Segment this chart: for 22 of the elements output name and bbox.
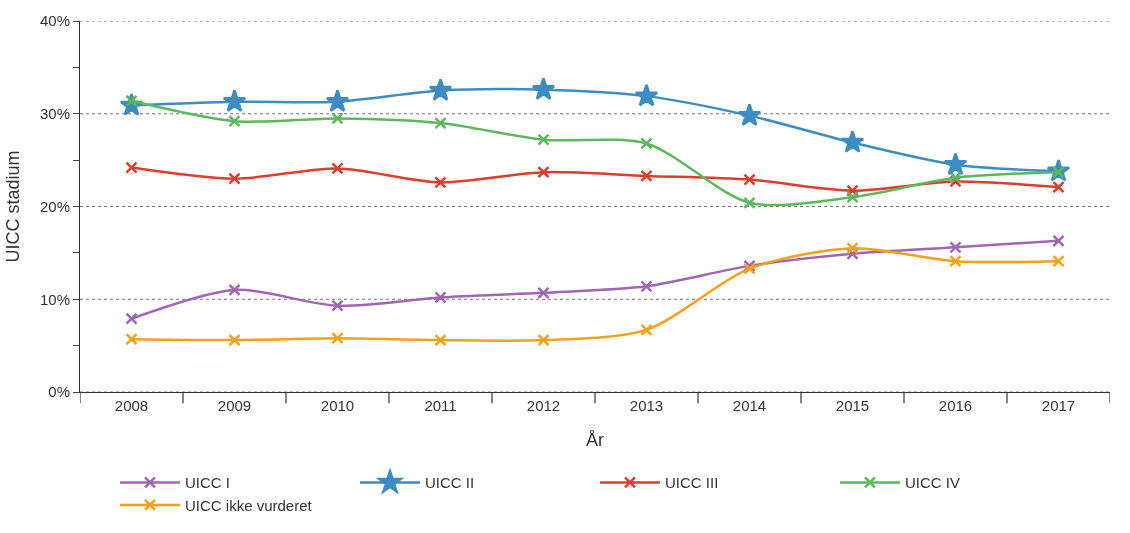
x-tick-label: 2010 bbox=[320, 397, 355, 414]
y-tick-label: 30% bbox=[39, 105, 70, 122]
x-tick-label: 2011 bbox=[424, 397, 457, 414]
legend-label: UICC I bbox=[185, 474, 230, 492]
y-tick-label: 0% bbox=[48, 383, 70, 401]
x-tick-label: 2013 bbox=[629, 397, 664, 414]
x-tick-label: 2009 bbox=[217, 397, 252, 414]
y-axis-title: UICC stadium bbox=[3, 150, 24, 263]
y-tick-label: 10% bbox=[39, 290, 70, 308]
x-tick-label: 2008 bbox=[114, 397, 149, 414]
x-tick-label: 2015 bbox=[835, 397, 870, 414]
legend-label: UICC ikke vurderet bbox=[185, 496, 313, 514]
legend-label: UICC III bbox=[665, 474, 719, 492]
x-tick-label: 2014 bbox=[732, 397, 767, 414]
x-tick-label: 2012 bbox=[526, 397, 561, 414]
x-tick-label: 2016 bbox=[938, 397, 973, 414]
y-tick-label: 40% bbox=[39, 12, 70, 30]
x-axis-title: År bbox=[586, 430, 605, 451]
y-tick-label: 20% bbox=[39, 197, 70, 215]
x-tick-label: 2017 bbox=[1041, 397, 1076, 414]
legend-label: UICC II bbox=[425, 474, 475, 492]
legend-label: UICC IV bbox=[905, 474, 961, 492]
